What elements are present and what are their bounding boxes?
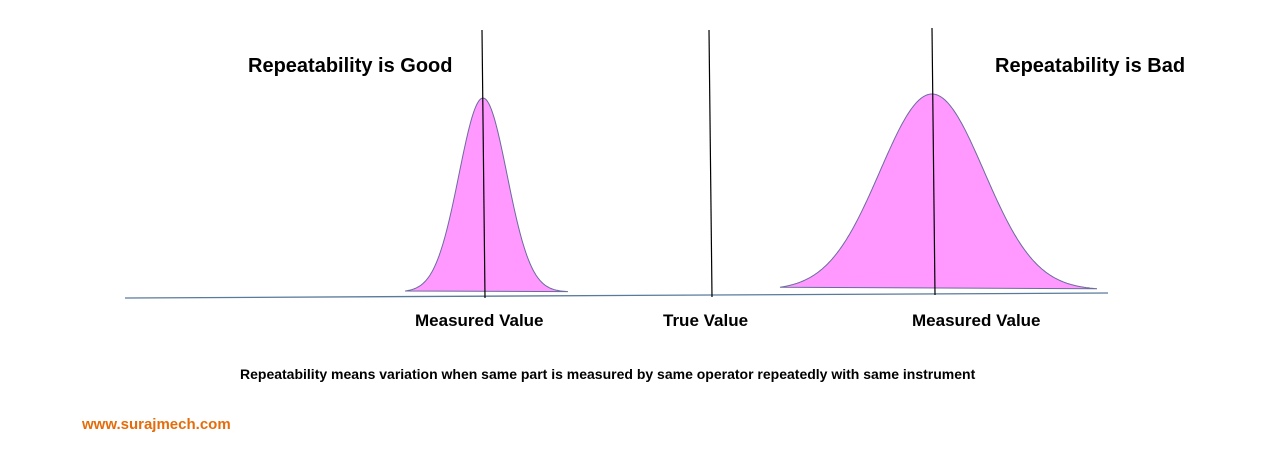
horizontal-axis: [124, 292, 1109, 299]
measured-value-line-left: [481, 29, 486, 299]
true-value-line: [708, 29, 713, 298]
website-link[interactable]: www.surajmech.com: [82, 416, 231, 433]
caption: Repeatability means variation when same …: [240, 366, 976, 382]
narrow-distribution-curve: [404, 97, 569, 293]
label-measured-value-right: Measured Value: [912, 311, 1041, 330]
title-good: Repeatability is Good: [248, 55, 453, 77]
title-bad: Repeatability is Bad: [995, 55, 1186, 77]
measured-value-line-right: [931, 27, 936, 296]
label-measured-value-left: Measured Value: [415, 311, 544, 330]
wide-distribution-curve: [779, 93, 1098, 290]
label-true-value: True Value: [663, 311, 749, 330]
